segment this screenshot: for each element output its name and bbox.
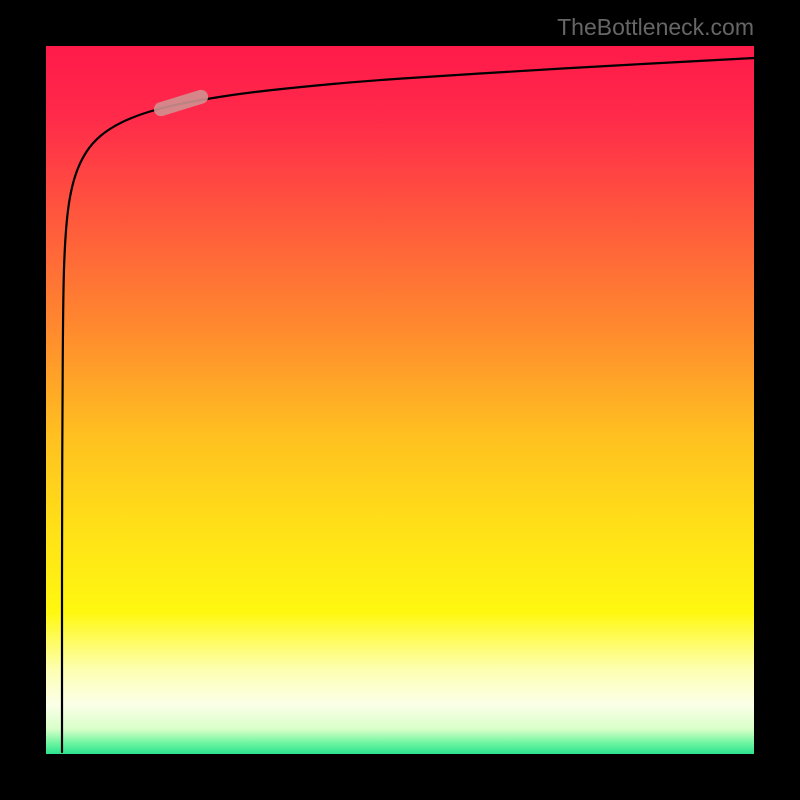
chart-svg: [0, 0, 800, 800]
watermark-text: TheBottleneck.com: [557, 14, 754, 41]
plot-background: [46, 46, 754, 754]
chart-frame: TheBottleneck.com: [0, 0, 800, 800]
